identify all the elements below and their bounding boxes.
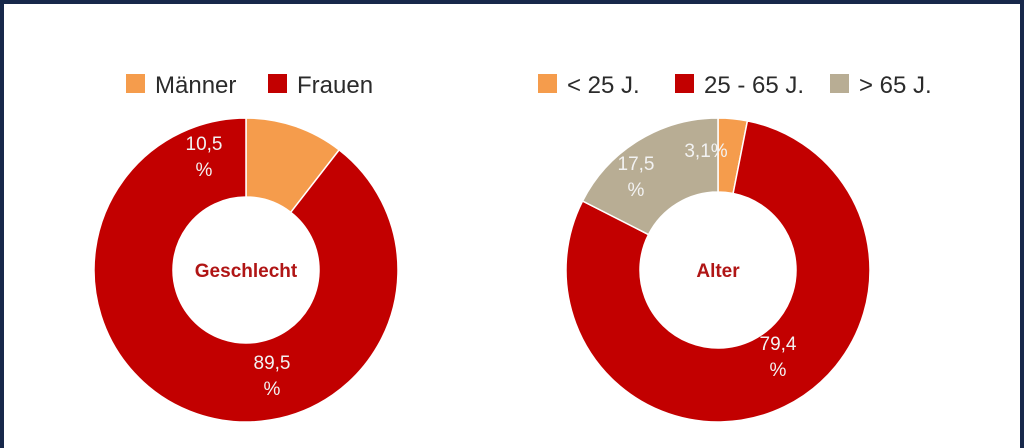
donut-chart-geschlecht: Männer Frauen 10,5 % 89,5 % Geschlecht — [93, 72, 399, 423]
donut-center-title: Alter — [696, 261, 740, 282]
slice-label-gt-65-j: 17,5% — [618, 154, 655, 201]
donut-center-title: Geschlecht — [195, 261, 298, 282]
legend-swatch-lt-25-j — [538, 74, 557, 93]
legend-swatch-maenner — [126, 74, 145, 93]
slice-label-25-65-j: 79,4% — [760, 334, 797, 381]
slice-label-lt-25-j: 3,1% — [684, 141, 727, 162]
slice-label-frauen: 89,5% — [254, 353, 291, 400]
legend-label-maenner: Männer — [155, 72, 236, 99]
legend-label-lt-25-j: < 25 J. — [567, 72, 640, 99]
slice-25-65-j — [565, 119, 871, 423]
slice-label-maenner: 10,5% — [186, 134, 223, 181]
donut-chart-alter: < 25 J. 25 - 65 J. > 65 J. 3,1% 79,4 % 17,5 % Al… — [538, 72, 932, 423]
slice-frauen — [93, 117, 399, 423]
legend-label-gt-65-j: > 65 J. — [859, 72, 932, 99]
legend-swatch-gt-65-j — [830, 74, 849, 93]
legend-swatch-frauen — [268, 74, 287, 93]
legend-label-frauen: Frauen — [297, 72, 373, 99]
legend-swatch-25-65-j — [675, 74, 694, 93]
slice-gt-65-j — [581, 117, 719, 236]
legend-label-25-65-j: 25 - 65 J. — [704, 72, 804, 99]
